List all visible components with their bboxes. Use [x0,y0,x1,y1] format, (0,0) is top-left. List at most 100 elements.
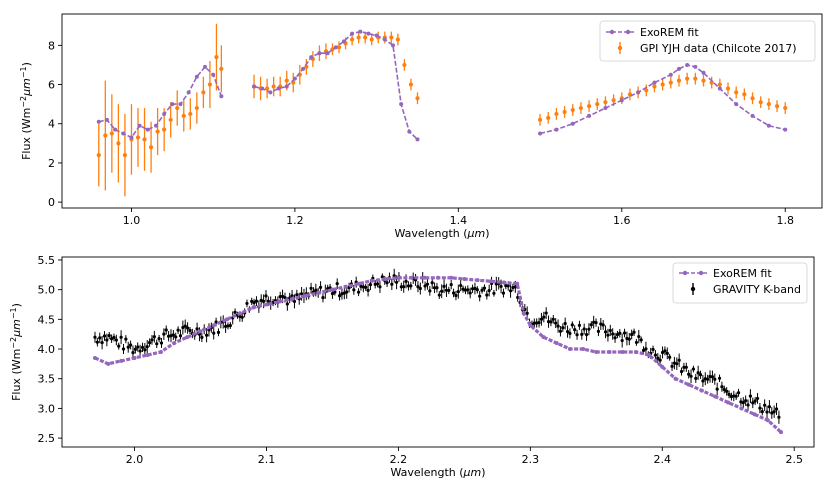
gravity-data-point [245,301,249,306]
gravity-x-axis-label: Wavelength (μm) [390,466,485,479]
gravity-data-point [603,330,608,334]
gravity-data-point [437,293,441,297]
gpi-x-tick-label: 1.8 [776,214,794,227]
gravity-data-point [152,335,156,339]
gpi-model-point [104,117,109,122]
gravity-data-point [368,283,373,287]
gravity-data-point [744,399,748,403]
gravity-data-point [392,274,396,278]
gpi-data-point [265,86,270,91]
gpi-model-point [538,131,543,136]
gravity-data-point [701,379,705,383]
gravity-legend-data-label: GRAVITY K-band [713,283,801,296]
gravity-data-point [753,399,757,403]
gravity-data-point [390,282,394,286]
gravity-data-point [580,332,584,337]
gpi-model-point [162,111,167,116]
gravity-data-point [620,338,624,343]
gravity-data-point [181,325,185,330]
gravity-data-point [637,334,641,339]
gpi-model-point [390,43,395,48]
gpi-y-tick-label: 6 [48,79,55,92]
gravity-data-point [608,328,612,333]
gravity-data-point [568,331,572,336]
gravity-data-point [748,394,753,398]
gpi-data-point [207,82,213,87]
gravity-data-point [102,334,107,338]
gravity-model-point [528,323,533,328]
gpi-model-point [399,102,404,107]
gravity-data-point [668,355,672,359]
gpi-data-point [578,105,584,111]
gravity-data-point [627,337,631,341]
gravity-data-point [454,293,458,298]
gravity-model-point [647,352,652,357]
gpi-data-point [660,82,665,87]
gpi-model-point [268,90,273,95]
gpi-data-point [652,84,657,89]
gravity-x-tick-label: 2.2 [390,453,408,466]
gravity-data-point [406,284,411,288]
gpi-model-point [652,80,657,85]
gpi-model-point [750,113,755,118]
gravity-data-point [95,340,99,344]
gravity-data-point [584,332,589,337]
gravity-data-point [423,284,427,288]
gravity-data-point [112,335,116,340]
gravity-data-point [501,291,506,295]
gpi-data-point [766,102,771,107]
gravity-data-point [178,334,183,338]
gpi-data-point [644,88,649,93]
gravity-data-point [164,328,168,332]
gravity-model-point [290,296,295,301]
gravity-data-point [100,341,104,345]
gravity-data-point [252,301,256,305]
gravity-data-point [563,321,567,326]
gravity-data-point [309,286,313,290]
gravity-model-point [475,278,480,283]
gravity-data-point [727,392,731,396]
gravity-data-point [482,286,487,290]
gpi-data-point [389,35,394,40]
gravity-data-point [732,394,736,398]
gpi-model-point [129,135,134,140]
gpi-model-point [292,76,297,81]
gravity-data-point [539,317,544,321]
gravity-data-point [710,375,715,379]
gpi-data-point [554,111,559,117]
gpi-data-point [168,117,173,122]
gravity-data-point [561,326,565,330]
gpi-model-point [358,29,363,34]
gravity-data-point [283,296,287,300]
gravity-data-point [542,315,546,319]
gpi-data-point [135,135,141,140]
gravity-data-point [361,285,365,289]
gravity-data-point [734,394,738,398]
gravity-data-point [114,338,118,342]
gravity-data-point [694,376,698,380]
gravity-model-point [620,350,625,354]
gravity-data-point [136,345,140,349]
gravity-data-point [93,335,97,339]
gpi-model-point [407,129,412,134]
gravity-data-point [765,410,769,414]
gravity-model-point [462,276,467,281]
gravity-data-point [653,353,658,357]
gravity-model-point [541,335,546,340]
gravity-data-point [266,299,270,303]
gravity-data-point [641,348,646,352]
gpi-model-point [341,39,346,44]
gravity-data-point [475,288,479,292]
gravity-model-point [396,275,401,280]
gravity-data-point [157,337,161,341]
gravity-data-point [689,374,693,378]
gravity-model-point [238,311,243,316]
gravity-data-point [321,296,325,300]
gpi-data-point [546,115,551,120]
gpi-legend-data-marker [617,45,623,51]
gpi-data-point [284,78,289,83]
gpi-model-point [219,94,224,99]
gravity-data-point [133,347,137,351]
gravity-data-point [679,369,684,374]
